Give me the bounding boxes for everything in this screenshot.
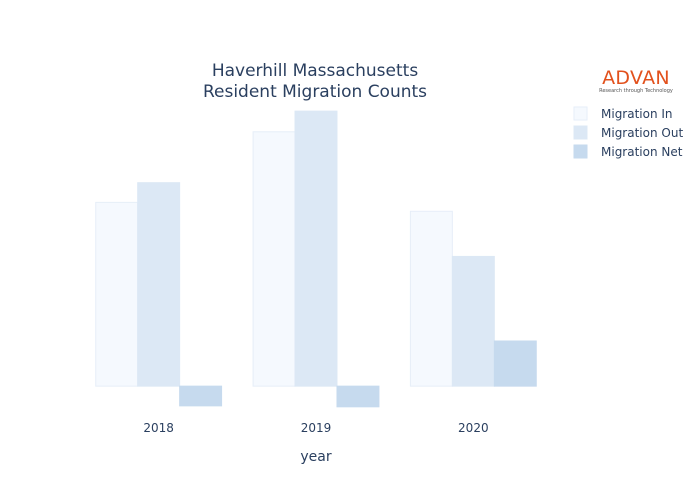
bar-migration-net-2020[interactable] [493,340,537,387]
x-tick-label: 2019 [301,421,332,435]
logo-tagline: Research through Technology [599,88,673,94]
plot-area [95,110,537,408]
legend-swatch [573,125,588,140]
advan-logo: ADVAN Research through Technology [599,67,673,94]
legend-item-migration-net[interactable]: Migration Net [573,144,683,159]
chart-title-line-1: Haverhill Massachusetts [212,61,419,81]
legend-label: Migration In [601,107,673,121]
bar-migration-out-2019[interactable] [294,110,338,387]
legend-label: Migration Out [601,126,683,140]
bar-migration-in-2020[interactable] [409,210,453,387]
chart-title: Haverhill Massachusetts Resident Migrati… [203,61,427,102]
legend-swatch [573,106,588,121]
x-tick-label: 2018 [143,421,174,435]
bar-migration-out-2018[interactable] [137,182,181,387]
chart-legend: Migration In Migration Out Migration Net [573,106,683,159]
bar-migration-net-2018[interactable] [179,385,223,407]
legend-swatch [573,144,588,159]
legend-item-migration-out[interactable]: Migration Out [573,125,683,140]
x-tick-label: 2020 [458,421,489,435]
logo-name: ADVAN [602,67,670,89]
bar-migration-in-2018[interactable] [95,201,139,387]
x-axis-title: year [300,449,331,465]
x-axis-ticks: 2018 2019 2020 [143,421,488,435]
bar-migration-net-2019[interactable] [336,385,380,408]
chart-title-line-2: Resident Migration Counts [203,82,427,102]
bar-migration-in-2019[interactable] [252,131,296,387]
legend-item-migration-in[interactable]: Migration In [573,106,673,121]
bar-migration-out-2020[interactable] [451,255,495,387]
legend-label: Migration Net [601,145,683,159]
